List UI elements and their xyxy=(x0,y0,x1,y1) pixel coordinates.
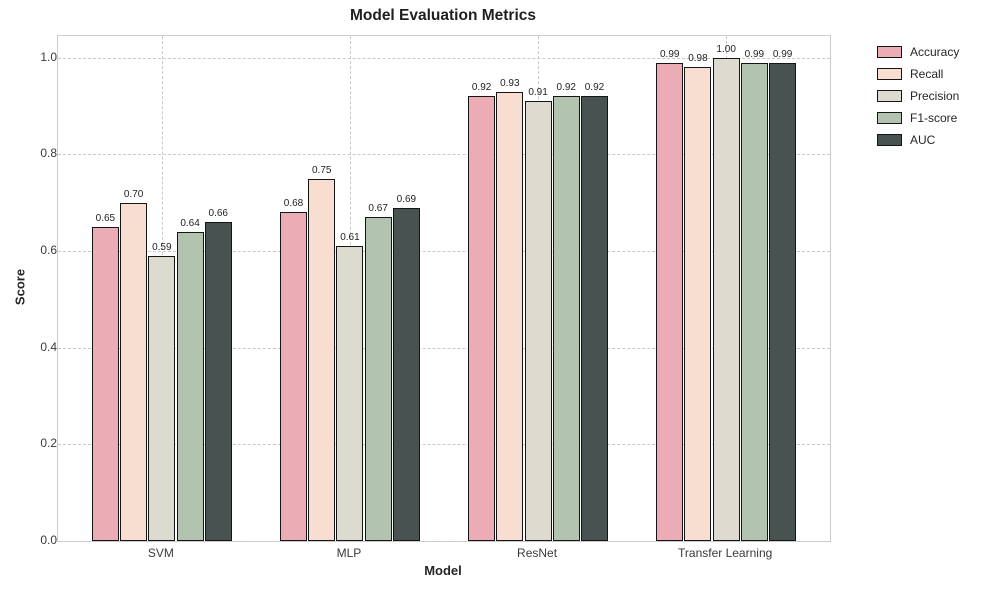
bar-f1-score-transfer-learning xyxy=(740,62,768,541)
horizontal-gridline xyxy=(58,57,830,59)
bar-value-label: 1.00 xyxy=(716,43,736,55)
y-tick-label: 1.0 xyxy=(40,49,57,64)
x-tick-label-transfer-learning: Transfer Learning xyxy=(678,546,773,560)
bar-value-label: 0.64 xyxy=(180,217,200,229)
bar-accuracy-svm xyxy=(91,226,119,541)
horizontal-gridline xyxy=(58,154,830,156)
legend-item-precision: Precision xyxy=(877,89,959,103)
chart-title: Model Evaluation Metrics xyxy=(349,7,537,24)
bar-value-label: 0.66 xyxy=(208,208,228,220)
y-tick-label: 0.4 xyxy=(40,339,57,354)
legend-item-auc: AUC xyxy=(877,133,959,147)
bar-accuracy-transfer-learning xyxy=(656,62,684,541)
x-tick-label-svm: SVM xyxy=(147,546,174,560)
bar-accuracy-resnet xyxy=(468,96,496,541)
legend-label: F1-score xyxy=(910,111,958,125)
y-tick-label: 0.8 xyxy=(40,146,57,161)
legend-label: Recall xyxy=(910,67,944,81)
bar-value-label: 0.68 xyxy=(283,198,304,210)
bar-f1-score-svm xyxy=(176,231,204,541)
bar-value-label: 0.65 xyxy=(95,212,116,224)
y-tick-label: 0.6 xyxy=(40,243,57,258)
legend-item-recall: Recall xyxy=(877,67,959,81)
bar-value-label: 0.98 xyxy=(688,53,708,65)
legend-label: Precision xyxy=(910,89,960,103)
legend-item-f1-score: F1-score xyxy=(877,111,959,125)
bar-auc-svm xyxy=(204,222,232,541)
bar-accuracy-mlp xyxy=(280,212,308,541)
bar-value-label: 0.75 xyxy=(311,164,332,176)
horizontal-gridline xyxy=(58,347,830,349)
bar-precision-resnet xyxy=(524,101,552,541)
legend-label: AUC xyxy=(910,133,936,147)
bar-value-label: 0.92 xyxy=(471,82,492,94)
chart-legend: Accuracy Recall Precision F1-score AUC xyxy=(877,45,959,147)
horizontal-gridline xyxy=(58,251,830,253)
bar-recall-resnet xyxy=(496,91,524,541)
legend-swatch-icon xyxy=(877,134,902,146)
horizontal-gridline xyxy=(58,444,830,446)
bar-precision-mlp xyxy=(336,246,364,541)
bar-value-label: 0.92 xyxy=(556,82,576,94)
bar-precision-svm xyxy=(148,255,176,541)
legend-swatch-icon xyxy=(877,46,902,58)
x-tick-label-resnet: ResNet xyxy=(517,546,558,560)
y-tick-label: 0.0 xyxy=(40,533,57,547)
legend-swatch-icon xyxy=(877,112,902,124)
bar-auc-mlp xyxy=(392,207,420,541)
bar-value-label: 0.69 xyxy=(396,193,417,205)
bar-precision-transfer-learning xyxy=(712,57,740,541)
bar-value-label: 0.91 xyxy=(528,87,548,99)
legend-swatch-icon xyxy=(877,68,902,80)
legend-label: Accuracy xyxy=(910,45,960,59)
bar-value-label: 0.59 xyxy=(152,241,172,253)
y-axis-label: Score xyxy=(12,268,28,306)
x-tick-label-mlp: MLP xyxy=(336,546,362,560)
bar-recall-svm xyxy=(120,202,148,541)
bar-auc-resnet xyxy=(580,96,608,541)
legend-swatch-icon xyxy=(877,90,902,102)
horizontal-gridline xyxy=(58,541,830,542)
x-axis-label: Model xyxy=(424,563,462,578)
bar-value-label: 0.92 xyxy=(584,82,605,94)
bar-value-label: 0.99 xyxy=(744,48,765,60)
bar-value-label: 0.70 xyxy=(123,188,144,200)
legend-item-accuracy: Accuracy xyxy=(877,45,959,59)
bar-f1-score-resnet xyxy=(552,96,580,541)
plot-area: 0.65 0.68 0.92 0.99 0.70 0.75 0.93 0.98 0.59 0.61… xyxy=(57,35,831,542)
bar-value-label: 0.93 xyxy=(500,77,520,89)
bar-recall-mlp xyxy=(308,178,336,541)
y-tick-label: 0.2 xyxy=(40,436,57,451)
bar-value-label: 0.61 xyxy=(340,232,360,244)
bar-value-label: 0.67 xyxy=(368,203,388,215)
bar-f1-score-mlp xyxy=(364,217,392,541)
bar-value-label: 0.99 xyxy=(772,48,793,60)
bar-recall-transfer-learning xyxy=(684,67,712,541)
bar-auc-transfer-learning xyxy=(769,62,797,541)
bar-value-label: 0.99 xyxy=(659,48,680,60)
